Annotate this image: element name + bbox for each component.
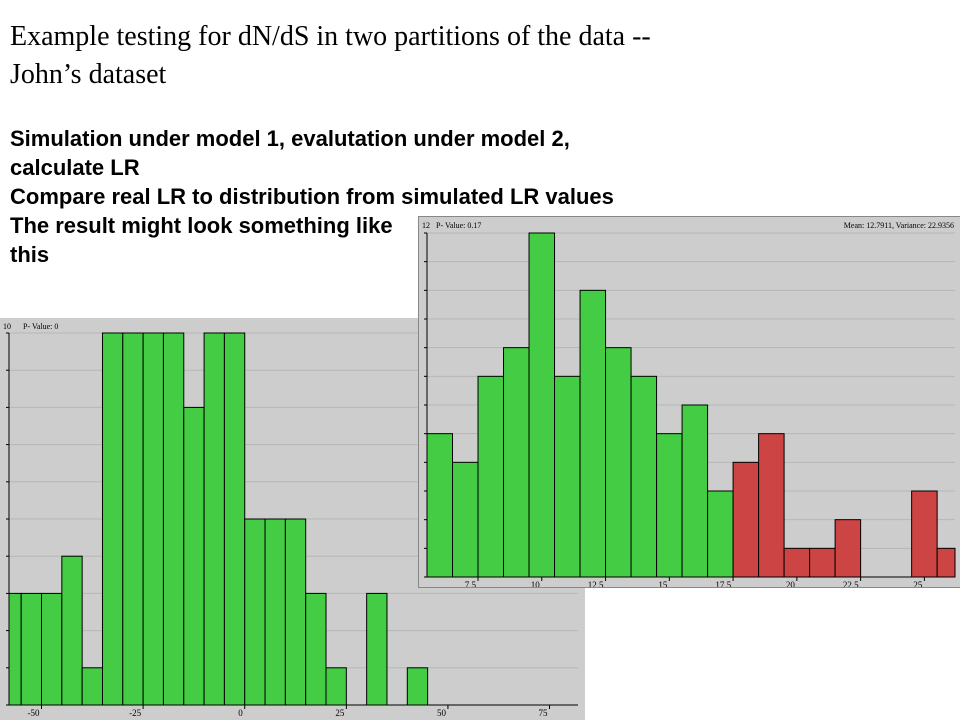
histogram-bar (366, 592, 388, 706)
histogram-bar (783, 547, 811, 578)
x-tick-label: 15 (658, 580, 668, 587)
histogram-bar (681, 404, 709, 578)
histogram-bar (707, 490, 734, 578)
bullet-line-5: this (10, 242, 50, 267)
p-value-label: P- Value: 0 (23, 322, 58, 331)
mean-variance-label: Mean: 12.7911, Variance: 22.9356 (844, 221, 954, 230)
histogram-bar (284, 518, 307, 706)
histogram-bar (162, 332, 185, 706)
x-tick-label: 0 (238, 708, 243, 718)
histogram-2-svg: 7.5 10 12.5 15 17.5 20 22.5 25 12 P- Value: 0.17 M… (422, 221, 956, 587)
x-tick-label: 25 (913, 580, 923, 587)
slide-title-line-1: Example testing for dN/dS in two partiti… (10, 21, 651, 52)
histogram-bar (732, 461, 760, 578)
histogram-bar (809, 547, 836, 578)
histogram-bar (61, 555, 83, 706)
histogram-bar (834, 519, 862, 578)
histogram-bar (605, 347, 632, 578)
histogram-bar (81, 667, 103, 706)
x-tick-label: 12.5 (588, 580, 604, 587)
histogram-bar (528, 232, 556, 578)
histogram-bar (936, 547, 956, 578)
histogram-bar (656, 433, 683, 578)
histogram-bar (477, 375, 505, 578)
histogram-bar (305, 592, 327, 706)
histogram-bar (8, 592, 22, 706)
histogram-simulated-lr-2: 7.5 10 12.5 15 17.5 20 22.5 25 12 P- Value: 0.17 M… (418, 216, 960, 588)
histogram-bar (758, 433, 785, 578)
histogram-bar (244, 518, 266, 706)
bullet-line-2: calculate LR (10, 155, 140, 180)
x-tick-label: 17.5 (715, 580, 731, 587)
x-tick-label: 7.5 (465, 580, 477, 587)
histogram-bar (503, 347, 530, 578)
histogram-bar (122, 332, 144, 706)
histogram-bar (426, 433, 454, 578)
y-max-label: 12 (422, 221, 430, 230)
histogram-bar (142, 332, 164, 706)
y-max-label: 10 (3, 322, 11, 331)
bullet-line-1: Simulation under model 1, evalutation un… (10, 126, 570, 151)
histogram-bar (183, 406, 205, 706)
x-tick-label: 25 (335, 708, 345, 718)
x-tick-label: -25 (129, 708, 141, 718)
histogram-bar (579, 289, 607, 578)
histogram-bar (325, 667, 347, 706)
histogram-bar (630, 375, 658, 578)
histogram-bar (406, 667, 429, 706)
x-tick-label: 50 (437, 708, 447, 718)
x-tick-label: -50 (28, 708, 40, 718)
p-value-label: P- Value: 0.17 (436, 221, 481, 230)
histogram-bar (223, 332, 246, 706)
slide-title: Example testing for dN/dS in two partiti… (10, 18, 910, 94)
x-tick-label: 20 (786, 580, 796, 587)
histogram-bar (911, 490, 938, 578)
histogram-bar (101, 332, 124, 706)
x-tick-label: 22.5 (843, 580, 859, 587)
bullet-line-4: The result might look something like (10, 213, 393, 238)
bullet-line-3: Compare real LR to distribution from sim… (10, 184, 614, 209)
histogram-bar (20, 592, 43, 706)
histogram-bar (203, 332, 225, 706)
x-tick-label: 75 (539, 708, 549, 718)
histogram-bar (264, 518, 286, 706)
slide-title-line-2: John’s dataset (10, 59, 167, 90)
x-tick-label: 10 (531, 580, 541, 587)
histogram-bar (554, 375, 581, 578)
histogram-bar (452, 461, 479, 578)
histogram-bar (41, 592, 63, 706)
slide-bullets: Simulation under model 1, evalutation un… (10, 124, 910, 269)
